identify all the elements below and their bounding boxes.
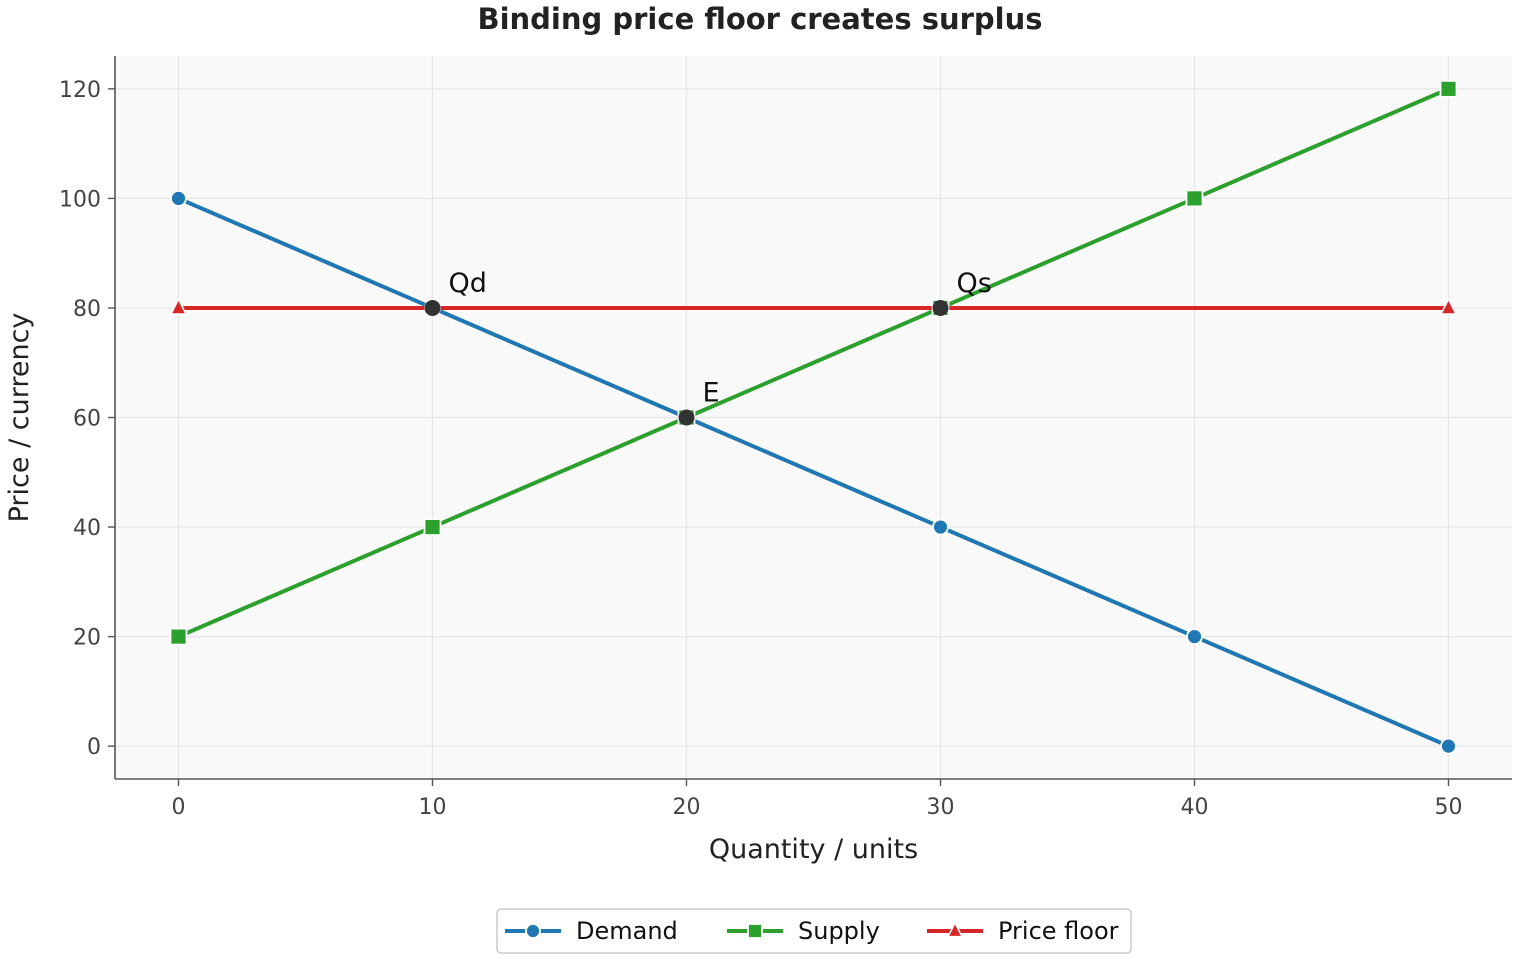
y-tick-label: 120 bbox=[59, 78, 101, 103]
price-floor-point bbox=[1439, 297, 1458, 315]
supply-line bbox=[177, 87, 1450, 639]
supply-point bbox=[169, 627, 188, 646]
x-tick-label: 10 bbox=[419, 795, 447, 820]
legend-marker-demand bbox=[525, 923, 541, 939]
x-tick-label: 30 bbox=[927, 795, 955, 820]
demand-point bbox=[1186, 628, 1203, 645]
legend-marker-supply bbox=[747, 923, 763, 939]
x-tick-label: 20 bbox=[673, 795, 701, 820]
annotation-point bbox=[424, 299, 441, 316]
y-tick-label: 60 bbox=[73, 407, 101, 432]
annotation-point bbox=[678, 409, 695, 426]
y-tick-label: 20 bbox=[73, 626, 101, 651]
y-tick-label: 80 bbox=[73, 297, 101, 322]
x-tick-label: 0 bbox=[172, 795, 186, 820]
annotation-point bbox=[932, 299, 949, 316]
y-tick-label: 0 bbox=[87, 735, 101, 760]
demand-line bbox=[177, 196, 1450, 748]
legend-label-demand: Demand bbox=[576, 917, 678, 945]
chart-title: Binding price floor creates surplus bbox=[477, 2, 1043, 36]
legend-label-supply: Supply bbox=[798, 917, 880, 945]
demand-point bbox=[932, 518, 949, 536]
annotation-label-qd: Qd bbox=[449, 268, 487, 299]
annotation-label-qs: Qs bbox=[957, 268, 992, 299]
price-floor-point bbox=[169, 297, 188, 315]
legend-box bbox=[496, 908, 1132, 954]
x-tick-label: 40 bbox=[1181, 795, 1209, 820]
y-tick-label: 100 bbox=[59, 187, 101, 212]
legend-label-price-floor: Price floor bbox=[998, 917, 1119, 945]
supply-point bbox=[1439, 79, 1458, 98]
supply-point bbox=[423, 518, 442, 536]
annotation-label-e: E bbox=[703, 378, 720, 409]
supply-point bbox=[1185, 189, 1204, 208]
demand-point bbox=[1440, 737, 1457, 755]
demand-point bbox=[170, 190, 187, 207]
y-tick-label: 40 bbox=[73, 516, 101, 541]
x-tick-label: 50 bbox=[1435, 795, 1463, 820]
x-axis-label: Quantity / units bbox=[709, 834, 918, 865]
y-axis-label: Price / currency bbox=[4, 313, 35, 523]
legend-marker-price-floor bbox=[946, 921, 964, 938]
